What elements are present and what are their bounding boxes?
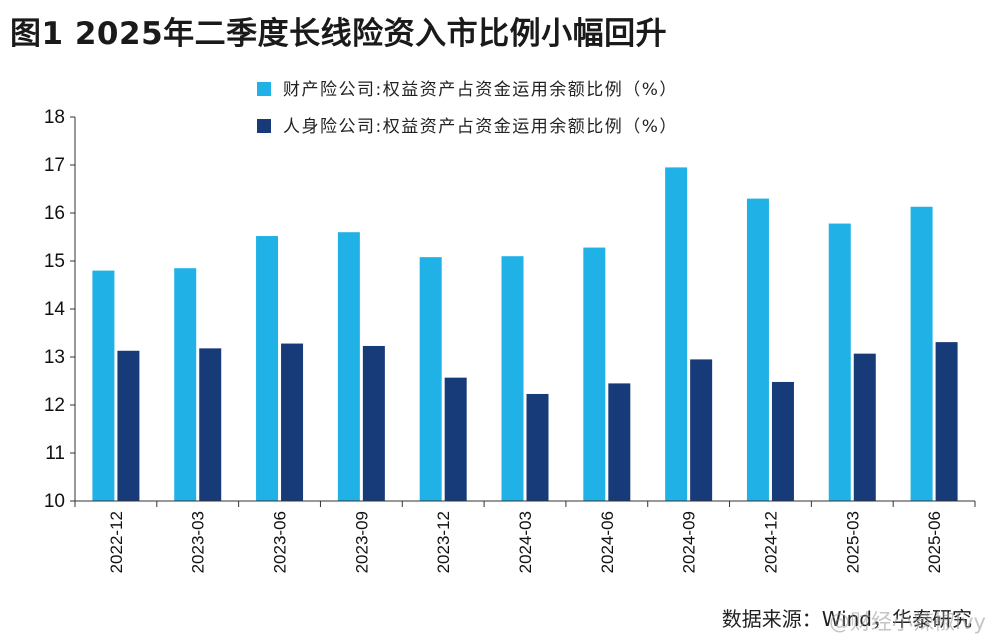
bar-life-2024-12: [771, 381, 794, 501]
x-axis: 2022-12 2023-03 2023-06 2023-09 2023-12 2024-…: [74, 500, 976, 573]
legend-label: 财产险公司:权益资产占资金运用余额比例（%）: [283, 80, 678, 100]
chart-title: 图1 2025年二季度长线险资入市比例小幅回升: [10, 16, 668, 52]
bar-life-2025-03: [853, 353, 876, 501]
bar-property-2025-06: [910, 206, 933, 501]
bar-property-2024-03: [501, 256, 524, 501]
bar-property-2023-12: [419, 257, 442, 501]
bar-life-2022-12: [117, 350, 140, 501]
bar-life-2023-12: [444, 377, 467, 501]
bar-property-2025-03: [828, 223, 851, 501]
bars: [92, 167, 958, 502]
y-axis: 10 11 12 13 14 15 16 17 18: [44, 107, 76, 512]
y-tick-label: 14: [44, 299, 66, 320]
bar-property-2024-09: [665, 167, 688, 501]
x-tick-label: 2024-06: [598, 511, 617, 573]
watermark: @财经小辣椒Ivy: [828, 610, 986, 634]
bar-property-2024-12: [746, 198, 769, 501]
x-tick-label: 2022-12: [107, 511, 126, 573]
y-tick-label: 16: [44, 203, 65, 224]
bar-life-2023-03: [199, 348, 222, 501]
x-tick-label: 2025-03: [843, 511, 862, 573]
x-tick-label: 2025-06: [925, 511, 944, 573]
y-tick-label: 15: [44, 251, 65, 272]
legend: 财产险公司:权益资产占资金运用余额比例（%） 人身险公司:权益资产占资金运用余额比…: [257, 80, 678, 137]
bar-life-2025-06: [935, 342, 958, 501]
x-tick-label: 2023-12: [434, 511, 453, 573]
bar-property-2024-06: [583, 247, 606, 501]
bar-life-2024-06: [608, 383, 631, 501]
bar-life-2023-06: [281, 343, 304, 501]
bar-property-2022-12: [92, 270, 115, 501]
y-tick-label: 18: [44, 107, 65, 128]
source-note: 数据来源：Wind，华泰研究: [721, 607, 972, 631]
y-tick-label: 11: [45, 443, 65, 464]
x-tick-label: 2024-09: [680, 511, 699, 573]
x-tick-label: 2024-03: [516, 511, 535, 573]
bar-life-2024-09: [690, 359, 713, 501]
x-tick-label: 2023-03: [189, 511, 208, 573]
x-tick-label: 2023-06: [271, 511, 290, 573]
legend-swatch: [257, 82, 271, 96]
y-tick-label: 12: [44, 395, 65, 416]
y-tick-label: 13: [44, 347, 65, 368]
y-tick-label: 17: [44, 155, 65, 176]
legend-label: 人身险公司:权益资产占资金运用余额比例（%）: [283, 117, 678, 137]
x-tick-label: 2024-12: [761, 511, 780, 573]
legend-swatch: [257, 119, 271, 133]
bar-property-2023-09: [337, 232, 360, 501]
y-tick-label: 10: [44, 491, 65, 512]
bar-life-2023-09: [362, 345, 385, 501]
bar-property-2023-03: [174, 268, 197, 501]
bar-property-2023-06: [256, 236, 279, 502]
x-tick-label: 2023-09: [352, 511, 371, 573]
bar-life-2024-03: [526, 393, 549, 501]
